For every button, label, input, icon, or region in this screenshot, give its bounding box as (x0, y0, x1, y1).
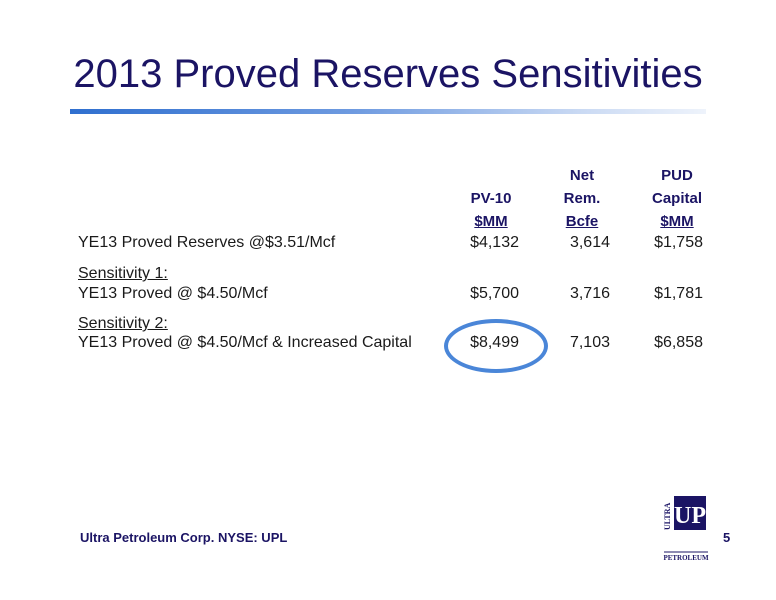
logo-vertical: ULTRA (663, 503, 672, 530)
row2-pud: $1,781 (654, 285, 703, 302)
row2-label: YE13 Proved @ $4.50/Mcf (78, 285, 268, 302)
row1-pud: $1,758 (654, 234, 703, 251)
header-pv10-line1: PV-10 (470, 190, 512, 207)
page-title: 2013 Proved Reserves Sensitivities (73, 52, 703, 96)
header-net-line2: Rem. (563, 190, 601, 207)
title-divider (70, 109, 706, 114)
row3-heading: Sensitivity 2: (78, 315, 168, 332)
header-pud-line3: $MM (660, 213, 694, 230)
row3-net: 7,103 (569, 334, 610, 351)
logo-letters: UP (674, 503, 706, 529)
row1-net: 3,614 (569, 234, 610, 251)
header-pv10-line2: $MM (474, 213, 508, 230)
row2-net: 3,716 (569, 285, 610, 302)
row1-label: YE13 Proved Reserves @$3.51/Mcf (78, 234, 336, 251)
logo-bottom: PETROLEUM (663, 554, 709, 562)
page-number: 5 (723, 530, 731, 545)
row3-label: YE13 Proved @ $4.50/Mcf & Increased Capi… (78, 334, 412, 351)
ultra-petroleum-logo: UP ULTRA PETROLEUM (663, 496, 709, 562)
row2-pv10: $5,700 (470, 285, 519, 302)
footer-company: Ultra Petroleum Corp. NYSE: UPL (80, 530, 288, 545)
header-net-line1: Net (569, 167, 595, 184)
column-header-net: Net Rem. Bcfe (552, 164, 612, 233)
highlight-circle (444, 319, 548, 373)
header-pud-line2: Capital (651, 190, 702, 207)
row2-heading: Sensitivity 1: (78, 265, 168, 282)
column-header-pv10: PV-10 $MM (456, 187, 526, 233)
column-header-pud: PUD Capital $MM (642, 164, 712, 233)
row1-pv10: $4,132 (470, 234, 519, 251)
header-pud-line1: PUD (661, 167, 693, 184)
header-net-line3: Bcfe (565, 213, 599, 230)
row3-pud: $6,858 (654, 334, 703, 351)
